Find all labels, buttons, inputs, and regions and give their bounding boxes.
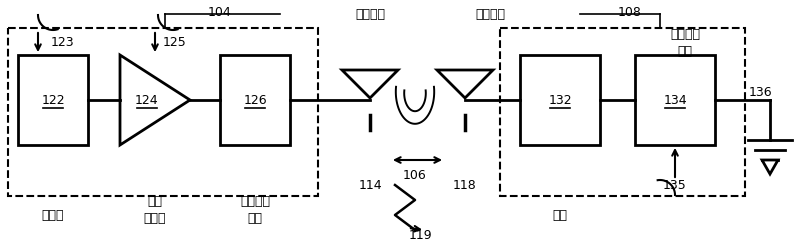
Text: 123: 123 [50, 35, 74, 49]
Bar [18, 55, 88, 145]
Text: 136: 136 [748, 86, 772, 98]
Text: 108: 108 [618, 6, 642, 18]
Text: 126: 126 [243, 94, 267, 106]
Text: 发射天线: 发射天线 [355, 8, 385, 21]
Bar [220, 55, 290, 145]
Polygon shape [342, 70, 398, 98]
Text: 119: 119 [408, 228, 432, 242]
Text: 118: 118 [453, 179, 477, 191]
Polygon shape [437, 70, 493, 98]
Text: 功率
放大器: 功率 放大器 [144, 195, 166, 225]
Text: 134: 134 [663, 94, 687, 106]
Text: 接收天线: 接收天线 [475, 8, 505, 21]
Text: 106: 106 [403, 168, 427, 182]
Text: 114: 114 [358, 179, 382, 191]
Polygon shape [762, 160, 778, 174]
Text: 125: 125 [163, 35, 187, 49]
Text: 124: 124 [134, 94, 158, 106]
Text: 滤波器、
匹配: 滤波器、 匹配 [240, 195, 270, 225]
Text: 匹配: 匹配 [553, 208, 567, 222]
Text: 132: 132 [548, 94, 572, 106]
Bar [500, 28, 745, 196]
Text: 104: 104 [208, 6, 232, 18]
Text: 整流器，
切换: 整流器， 切换 [670, 28, 700, 58]
Text: 135: 135 [663, 179, 687, 191]
Bar [635, 55, 715, 145]
Text: 振荡器: 振荡器 [42, 208, 64, 222]
Polygon shape [120, 55, 190, 145]
Bar [520, 55, 600, 145]
Text: 122: 122 [41, 94, 65, 106]
Bar [8, 28, 318, 196]
